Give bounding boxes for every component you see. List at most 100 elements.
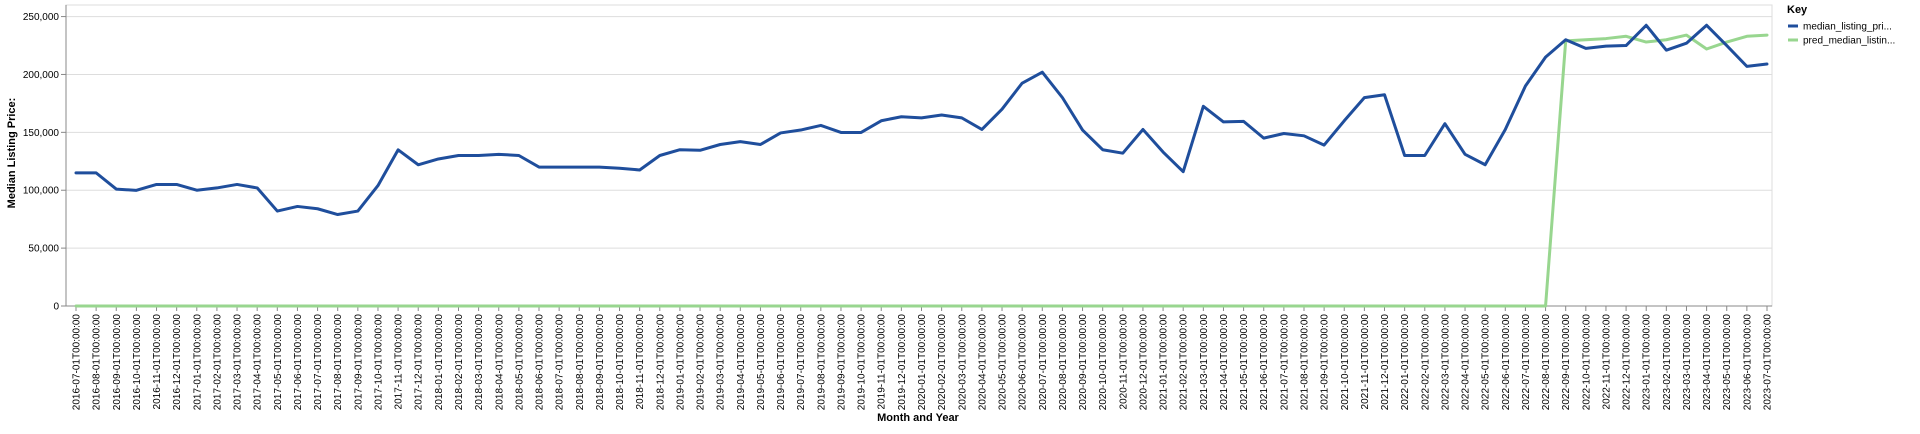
x-tick-label: 2023-05-01T00:00:00 bbox=[1722, 314, 1733, 411]
x-tick-label: 2021-07-01T00:00:00 bbox=[1279, 314, 1290, 411]
y-tick-label: 150,000 bbox=[23, 128, 60, 139]
x-tick-label: 2017-01-01T00:00:00 bbox=[192, 314, 203, 411]
x-tick-label: 2017-08-01T00:00:00 bbox=[333, 314, 344, 411]
x-tick-label: 2017-07-01T00:00:00 bbox=[313, 314, 324, 411]
x-tick-label: 2017-02-01T00:00:00 bbox=[212, 314, 223, 411]
x-tick-label: 2016-11-01T00:00:00 bbox=[152, 314, 163, 410]
plot-frame bbox=[65, 4, 1773, 307]
x-tick-label: 2020-02-01T00:00:00 bbox=[937, 314, 948, 411]
x-tick-label: 2018-02-01T00:00:00 bbox=[454, 314, 465, 411]
x-tick-label: 2023-01-01T00:00:00 bbox=[1642, 314, 1653, 411]
series-line bbox=[74, 23, 1769, 217]
x-tick-label: 2019-10-01T00:00:00 bbox=[857, 314, 868, 411]
x-tick-label: 2018-10-01T00:00:00 bbox=[615, 314, 626, 411]
x-tick-label: 2020-09-01T00:00:00 bbox=[1078, 314, 1089, 411]
x-tick-label: 2022-10-01T00:00:00 bbox=[1581, 314, 1592, 411]
y-tick-label: 250,000 bbox=[23, 12, 60, 23]
y-axis-title: Median Listing Price: bbox=[6, 98, 18, 209]
x-tick-label: 2017-05-01T00:00:00 bbox=[273, 314, 284, 411]
x-tick-label: 2020-01-01T00:00:00 bbox=[917, 314, 928, 411]
x-tick-label: 2018-12-01T00:00:00 bbox=[655, 314, 666, 411]
x-tick-label: 2020-04-01T00:00:00 bbox=[977, 314, 988, 411]
x-tick-label: 2016-09-01T00:00:00 bbox=[112, 314, 123, 411]
x-tick-label: 2021-12-01T00:00:00 bbox=[1380, 314, 1391, 411]
x-tick-label: 2022-11-01T00:00:00 bbox=[1601, 314, 1612, 410]
y-tick-label: 0 bbox=[53, 302, 59, 313]
x-tick-label: 2022-04-01T00:00:00 bbox=[1461, 314, 1472, 411]
gridlines bbox=[65, 4, 1773, 307]
x-tick-label: 2021-03-01T00:00:00 bbox=[1199, 314, 1210, 411]
series-line bbox=[74, 33, 1769, 308]
x-tick-label: 2021-08-01T00:00:00 bbox=[1299, 314, 1310, 411]
x-tick-label: 2023-06-01T00:00:00 bbox=[1742, 314, 1753, 411]
x-tick-label: 2016-08-01T00:00:00 bbox=[92, 314, 103, 411]
x-tick-label: 2018-01-01T00:00:00 bbox=[434, 314, 445, 411]
x-tick-label: 2019-08-01T00:00:00 bbox=[816, 314, 827, 411]
x-tick-label: 2021-10-01T00:00:00 bbox=[1340, 314, 1351, 411]
x-tick-label: 2016-12-01T00:00:00 bbox=[172, 314, 183, 411]
x-tick-label: 2017-09-01T00:00:00 bbox=[353, 314, 364, 411]
legend-title: Key bbox=[1787, 4, 1808, 16]
x-tick-label: 2018-07-01T00:00:00 bbox=[555, 314, 566, 411]
legend: Key median_listing_pri... pred_median_lis… bbox=[1787, 4, 1895, 47]
x-tick-label: 2018-03-01T00:00:00 bbox=[474, 314, 485, 411]
x-tick-label: 2016-07-01T00:00:00 bbox=[72, 314, 83, 411]
x-tick-label: 2020-03-01T00:00:00 bbox=[957, 314, 968, 411]
x-tick-label: 2019-12-01T00:00:00 bbox=[897, 314, 908, 411]
x-tick-label: 2019-04-01T00:00:00 bbox=[736, 314, 747, 411]
x-tick-label: 2019-09-01T00:00:00 bbox=[836, 314, 847, 411]
x-tick-label: 2019-05-01T00:00:00 bbox=[756, 314, 767, 411]
x-tick-label: 2022-03-01T00:00:00 bbox=[1440, 314, 1451, 411]
x-tick-label: 2022-06-01T00:00:00 bbox=[1501, 314, 1512, 411]
x-tick-label: 2022-08-01T00:00:00 bbox=[1541, 314, 1552, 411]
y-tick-label: 200,000 bbox=[23, 70, 60, 81]
x-axis-title: Month and Year bbox=[877, 412, 959, 424]
x-tick-label: 2023-02-01T00:00:00 bbox=[1662, 314, 1673, 411]
axes: 0 50,000 100,000 150,000 200,000 250,000 2016-… bbox=[23, 5, 1774, 410]
x-tick-label: 2022-05-01T00:00:00 bbox=[1481, 314, 1492, 411]
x-tick-label: 2022-07-01T00:00:00 bbox=[1521, 314, 1532, 411]
x-tick-label: 2019-02-01T00:00:00 bbox=[696, 314, 707, 411]
x-tick-label: 2020-06-01T00:00:00 bbox=[1018, 314, 1029, 411]
x-tick-label: 2020-08-01T00:00:00 bbox=[1058, 314, 1069, 411]
x-tick-label: 2018-09-01T00:00:00 bbox=[595, 314, 606, 411]
x-tick-label: 2022-02-01T00:00:00 bbox=[1420, 314, 1431, 411]
x-tick-label: 2022-12-01T00:00:00 bbox=[1622, 314, 1633, 411]
x-tick-label: 2019-01-01T00:00:00 bbox=[675, 314, 686, 411]
x-tick-label: 2017-04-01T00:00:00 bbox=[253, 314, 264, 411]
y-tick-label: 100,000 bbox=[23, 186, 60, 197]
x-tick-label: 2021-02-01T00:00:00 bbox=[1179, 314, 1190, 411]
x-tick-label: 2020-05-01T00:00:00 bbox=[998, 314, 1009, 411]
x-tick-label: 2022-01-01T00:00:00 bbox=[1400, 314, 1411, 411]
x-tick-label: 2020-10-01T00:00:00 bbox=[1098, 314, 1109, 411]
x-tick-label: 2023-03-01T00:00:00 bbox=[1682, 314, 1693, 411]
x-tick-label: 2019-03-01T00:00:00 bbox=[716, 314, 727, 411]
x-tick-label: 2018-06-01T00:00:00 bbox=[535, 314, 546, 411]
x-tick-label: 2017-12-01T00:00:00 bbox=[414, 314, 425, 411]
series-lines bbox=[74, 23, 1769, 308]
x-tick-label: 2016-10-01T00:00:00 bbox=[132, 314, 143, 411]
legend-label: median_listing_pri... bbox=[1803, 22, 1892, 33]
x-tick-label: 2017-06-01T00:00:00 bbox=[293, 314, 304, 411]
x-tick-label: 2019-06-01T00:00:00 bbox=[776, 314, 787, 411]
x-tick-label: 2021-01-01T00:00:00 bbox=[1159, 314, 1170, 411]
x-tick-label: 2021-09-01T00:00:00 bbox=[1320, 314, 1331, 411]
x-tick-label: 2023-04-01T00:00:00 bbox=[1702, 314, 1713, 411]
x-tick-label: 2020-12-01T00:00:00 bbox=[1138, 314, 1149, 411]
x-tick-label: 2018-11-01T00:00:00 bbox=[635, 314, 646, 410]
x-tick-label: 2017-03-01T00:00:00 bbox=[233, 314, 244, 411]
y-tick-label: 50,000 bbox=[28, 244, 59, 255]
x-tick-label: 2021-05-01T00:00:00 bbox=[1239, 314, 1250, 411]
x-tick-label: 2017-11-01T00:00:00 bbox=[394, 314, 405, 410]
x-tick-label: 2018-05-01T00:00:00 bbox=[514, 314, 525, 411]
x-tick-label: 2017-10-01T00:00:00 bbox=[373, 314, 384, 411]
x-tick-label: 2020-07-01T00:00:00 bbox=[1038, 314, 1049, 411]
x-tick-label: 2019-07-01T00:00:00 bbox=[796, 314, 807, 411]
x-tick-label: 2021-04-01T00:00:00 bbox=[1219, 314, 1230, 411]
x-tick-label: 2023-07-01T00:00:00 bbox=[1763, 314, 1774, 411]
x-tick-label: 2021-11-01T00:00:00 bbox=[1360, 314, 1371, 410]
x-tick-label: 2022-09-01T00:00:00 bbox=[1561, 314, 1572, 411]
x-tick-label: 2019-11-01T00:00:00 bbox=[877, 314, 888, 410]
